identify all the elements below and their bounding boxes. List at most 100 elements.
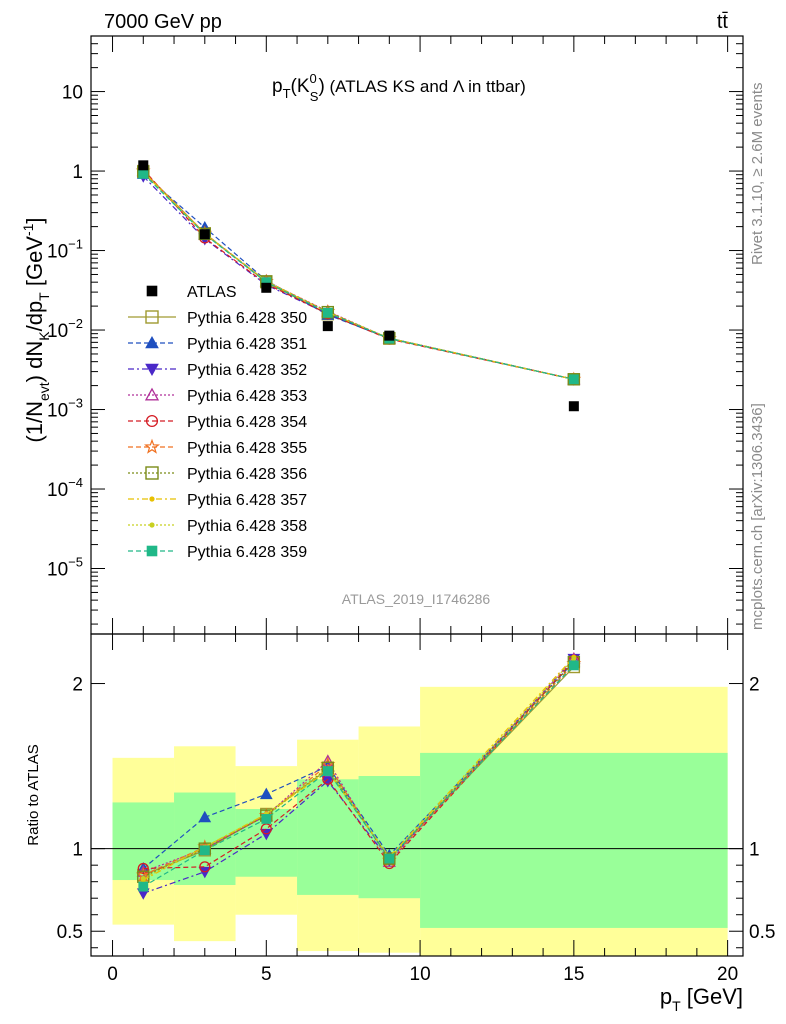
ratio-uncertainty-bands (91, 686, 743, 956)
legend-label-4: Pythia 6.428 354 (187, 414, 307, 431)
legend-marker-6 (145, 466, 159, 480)
main-ytick-label-0: 10 (62, 83, 83, 104)
legend-label-8: Pythia 6.428 358 (187, 518, 307, 535)
atlas-point-0 (138, 160, 149, 171)
main-ytick-label-base-3: 10 (47, 321, 68, 342)
xlabel-p-sub: T (672, 998, 681, 1014)
main-ytick-label-3: 10−2 (47, 316, 83, 342)
ylabel-b: ) dN (22, 341, 47, 383)
band-green-5 (420, 752, 728, 928)
analysis-label: ATLAS_2019_I1746286 (342, 591, 491, 607)
title-p: p (272, 76, 283, 97)
main-ytick-label-4: 10−3 (47, 396, 83, 422)
x-axis-label: pT [GeV] (660, 984, 743, 1014)
legend-marker-2 (145, 363, 159, 377)
ratio-line-9 (142, 664, 575, 888)
ratio-line-4 (143, 659, 575, 870)
ratio-point-8-0 (140, 875, 146, 881)
main-ytick-label-exp-5: −4 (68, 475, 83, 490)
main-ytick-label-exp-4: −3 (68, 396, 83, 411)
mc-point-6-5 (567, 373, 581, 386)
x-tick-label-1: 5 (261, 964, 272, 985)
mc-point-9-5 (568, 374, 579, 385)
ratio-point-9-0 (138, 881, 149, 892)
legend-label-0: Pythia 6.428 350 (187, 310, 307, 327)
legend-label-1: Pythia 6.428 351 (187, 336, 307, 353)
main-ytick-label-base-1: 1 (72, 162, 83, 183)
title-k-sub: S (310, 89, 319, 104)
ratio-point-9-2 (261, 814, 272, 824)
main-ytick-label-2: 10−1 (47, 237, 83, 263)
main-series (135, 160, 582, 412)
header-right: tt̄ (717, 11, 729, 33)
ylabel-a: (1/N (22, 401, 47, 443)
rivet-label: Rivet 3.1.10, ≥ 2.6M events (749, 83, 766, 266)
xlabel-p: p (660, 984, 672, 1009)
ylabel-b-sub: K (36, 331, 52, 341)
legend-marker-7 (149, 496, 155, 502)
title-paren-close: ) (318, 76, 324, 97)
ratio-point-9-3 (322, 766, 333, 776)
legend-marker-4 (145, 414, 159, 428)
x-tick-label-0: 0 (107, 964, 118, 985)
main-ytick-label-base-0: 10 (62, 83, 83, 104)
mc-line-9 (142, 173, 574, 380)
ratio-series (135, 651, 582, 900)
main-ytick-label-base-4: 10 (47, 401, 68, 422)
title-rest: (ATLAS KS and Λ in ttbar) (325, 77, 526, 96)
ratio-point-1-2 (259, 787, 273, 800)
atlas-point-4 (384, 330, 395, 341)
main-ytick-label-6: 10−5 (47, 555, 83, 581)
ratio-y-label: Ratio to ATLAS (25, 744, 42, 845)
ylabel-c: /dp (22, 301, 47, 332)
ratio-ytick-label-left-0: 0.5 (57, 922, 83, 943)
legend-label-3: Pythia 6.428 353 (187, 388, 307, 405)
legend-marker-atlas (146, 285, 158, 297)
x-tick-label-3: 15 (563, 964, 584, 985)
legend-marker-9 (146, 545, 158, 557)
main-title: pT(K0 S) (ATLAS KS and Λ in ttbar) (272, 71, 526, 104)
ratio-point-4-0 (137, 862, 149, 875)
legend-label-5: Pythia 6.428 355 (187, 440, 307, 457)
ratio-point-6-4 (383, 852, 396, 865)
legend-label-7: Pythia 6.428 357 (187, 492, 307, 509)
mcplots-label: mcplots.cern.ch [arXiv:1306.3436] (749, 403, 766, 630)
ratio-point-9-4 (384, 853, 395, 864)
ylabel-d: [GeV (22, 236, 47, 293)
ylabel-a-sub: evt (36, 382, 52, 401)
labels: 7000 GeV pp tt̄ pT(K0 S) (ATLAS KS and Λ … (20, 11, 766, 1014)
ratio-line-3 (143, 658, 575, 873)
mc-point-6-1 (198, 227, 211, 241)
main-ytick-label-1: 1 (72, 162, 83, 183)
ratio-point-4-1 (199, 861, 211, 873)
ratio-ytick-label-right-0: 0.5 (749, 922, 775, 943)
ratio-point-1-1 (198, 810, 212, 823)
ratio-point-9-5 (568, 660, 579, 671)
ylabel-d-sup: -1 (20, 223, 36, 236)
ratio-frame (90, 633, 744, 957)
title-p-sub: T (283, 86, 291, 101)
legend-marker-8 (149, 522, 155, 528)
title-paren-open: (K (291, 76, 310, 97)
main-ytick-label-exp-6: −5 (68, 555, 83, 570)
legend-marker-5 (144, 438, 160, 454)
ylabel-c-sub: T (36, 292, 52, 301)
ratio-ytick-label-right-1: 1 (749, 840, 760, 861)
ratio-line-8 (143, 658, 575, 879)
main-y-label: (1/Nevt) dNK/dpT [GeV-1] (20, 217, 52, 442)
legend-label-9: Pythia 6.428 359 (187, 544, 307, 561)
atlas-point-1 (199, 229, 210, 240)
main-ytick-label-base-5: 10 (47, 480, 68, 501)
header-left: 7000 GeV pp (104, 11, 222, 33)
x-tick-label-4: 20 (717, 964, 738, 985)
legend-label-atlas: ATLAS (187, 284, 237, 301)
main-ytick-label-base-6: 10 (47, 560, 68, 581)
ratio-ytick-label-left-1: 1 (72, 840, 83, 861)
xlabel-rest: [GeV] (681, 984, 743, 1009)
x-tick-label-2: 10 (410, 964, 431, 985)
ratio-ytick-label-left-2: 2 (72, 675, 83, 696)
legend-marker-0 (145, 310, 159, 324)
ratio-point-9-1 (199, 845, 210, 856)
